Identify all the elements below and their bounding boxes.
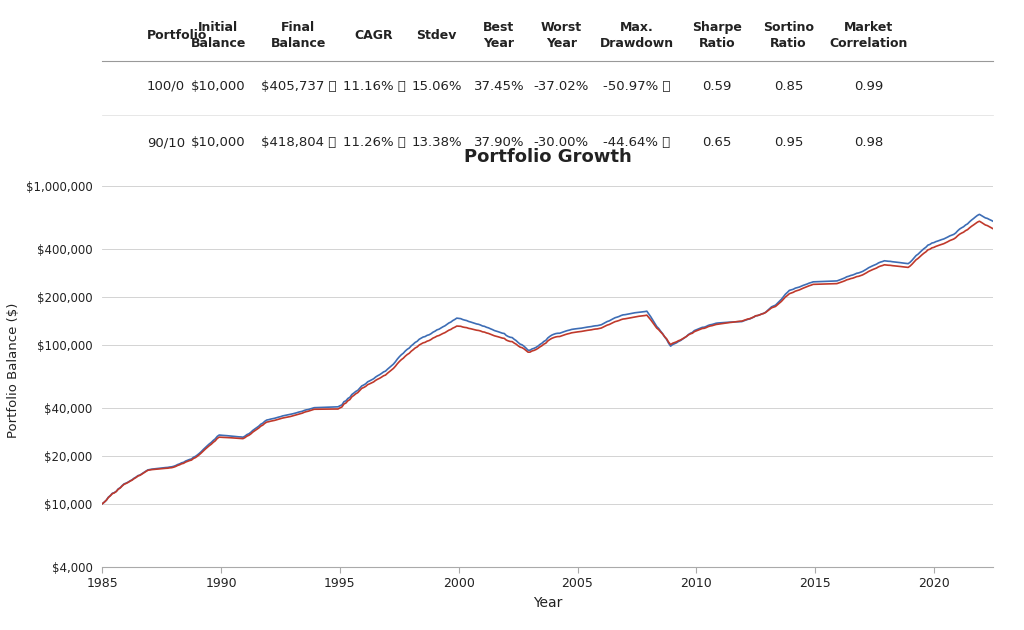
Text: 0.95: 0.95 [774, 136, 803, 149]
Text: Worst
Year: Worst Year [541, 21, 582, 50]
Text: 15.06%: 15.06% [412, 80, 462, 93]
Text: Market
Correlation: Market Correlation [829, 21, 907, 50]
Text: Final
Balance: Final Balance [270, 21, 326, 50]
Text: 11.26% ⓘ: 11.26% ⓘ [343, 136, 406, 149]
Text: -37.02%: -37.02% [534, 80, 589, 93]
Text: 0.59: 0.59 [702, 80, 732, 93]
Text: -50.97% ⓘ: -50.97% ⓘ [603, 80, 671, 93]
Text: Initial
Balance: Initial Balance [190, 21, 246, 50]
Text: $418,804 ⓘ: $418,804 ⓘ [261, 136, 336, 149]
Text: 37.45%: 37.45% [473, 80, 524, 93]
Text: $405,737 ⓘ: $405,737 ⓘ [260, 80, 336, 93]
Text: 0.65: 0.65 [702, 136, 732, 149]
Text: 0.98: 0.98 [854, 136, 883, 149]
Text: CAGR: CAGR [354, 29, 393, 42]
Text: Sharpe
Ratio: Sharpe Ratio [692, 21, 742, 50]
Text: Max.
Drawdown: Max. Drawdown [600, 21, 674, 50]
Text: Stdev: Stdev [417, 29, 457, 42]
Y-axis label: Portfolio Balance ($): Portfolio Balance ($) [7, 302, 20, 438]
Text: 13.38%: 13.38% [412, 136, 462, 149]
Title: Portfolio Growth: Portfolio Growth [464, 148, 632, 166]
X-axis label: Year: Year [534, 596, 562, 610]
Text: 0.85: 0.85 [774, 80, 803, 93]
Text: $10,000: $10,000 [190, 80, 246, 93]
Text: -44.64% ⓘ: -44.64% ⓘ [603, 136, 671, 149]
Text: 100/0: 100/0 [147, 80, 185, 93]
Text: Portfolio: Portfolio [147, 29, 207, 42]
Text: 90/10: 90/10 [147, 136, 185, 149]
Text: 0.99: 0.99 [854, 80, 883, 93]
Text: 11.16% ⓘ: 11.16% ⓘ [343, 80, 406, 93]
Text: Best
Year: Best Year [483, 21, 514, 50]
Text: Sortino
Ratio: Sortino Ratio [763, 21, 814, 50]
Text: $10,000: $10,000 [190, 136, 246, 149]
Text: 37.90%: 37.90% [473, 136, 524, 149]
Legend: 100/0, 90/10: 100/0, 90/10 [446, 625, 649, 630]
Text: -30.00%: -30.00% [534, 136, 589, 149]
